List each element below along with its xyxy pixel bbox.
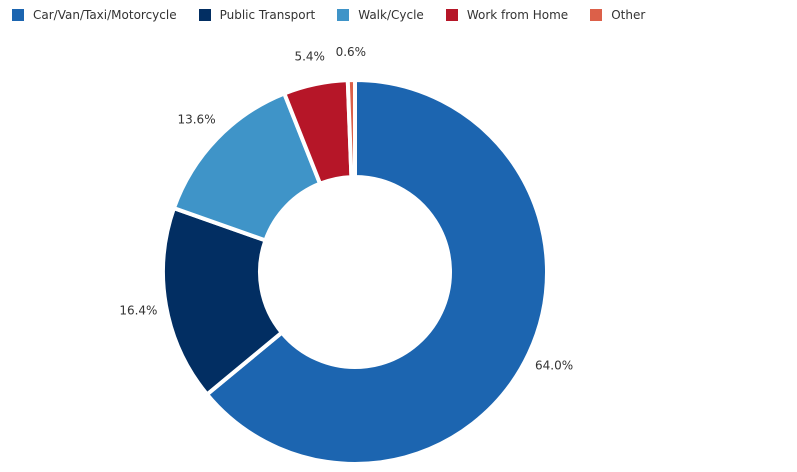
legend-swatch-public-transport bbox=[198, 9, 211, 21]
legend-item-public-transport[interactable]: Public Transport bbox=[198, 8, 316, 22]
slice-label-other: 0.6% bbox=[336, 45, 367, 59]
chart-legend: Car/Van/Taxi/Motorcycle Public Transport… bbox=[12, 8, 667, 22]
donut-slices bbox=[161, 77, 549, 466]
legend-item-walk-cycle[interactable]: Walk/Cycle bbox=[337, 8, 424, 22]
legend-item-other[interactable]: Other bbox=[590, 8, 645, 22]
legend-swatch-work-from-home bbox=[445, 9, 458, 21]
slice-other[interactable] bbox=[345, 77, 357, 180]
slice-public-transport[interactable] bbox=[161, 205, 285, 398]
legend-item-car[interactable]: Car/Van/Taxi/Motorcycle bbox=[12, 8, 177, 22]
slice-label-public-transport: 16.4% bbox=[119, 304, 157, 318]
legend-label-other: Other bbox=[611, 8, 646, 22]
slice-label-walk-cycle: 13.6% bbox=[177, 112, 215, 126]
legend-swatch-car bbox=[12, 9, 24, 21]
legend-label-work-from-home: Work from Home bbox=[466, 8, 569, 22]
legend-label-car: Car/Van/Taxi/Motorcycle bbox=[33, 8, 177, 22]
legend-swatch-walk-cycle bbox=[337, 9, 350, 21]
slice-label-car: 64.0% bbox=[535, 359, 573, 373]
slice-label-work-from-home: 5.4% bbox=[294, 50, 325, 64]
legend-item-work-from-home[interactable]: Work from Home bbox=[445, 8, 569, 22]
legend-label-public-transport: Public Transport bbox=[219, 8, 316, 22]
legend-label-walk-cycle: Walk/Cycle bbox=[358, 8, 424, 22]
slice-car[interactable] bbox=[204, 77, 549, 466]
slice-walk-cycle[interactable] bbox=[171, 90, 323, 243]
slice-labels: 64.0% 16.4% 13.6% 5.4% 0.6% bbox=[119, 45, 573, 373]
legend-swatch-other bbox=[590, 9, 603, 21]
